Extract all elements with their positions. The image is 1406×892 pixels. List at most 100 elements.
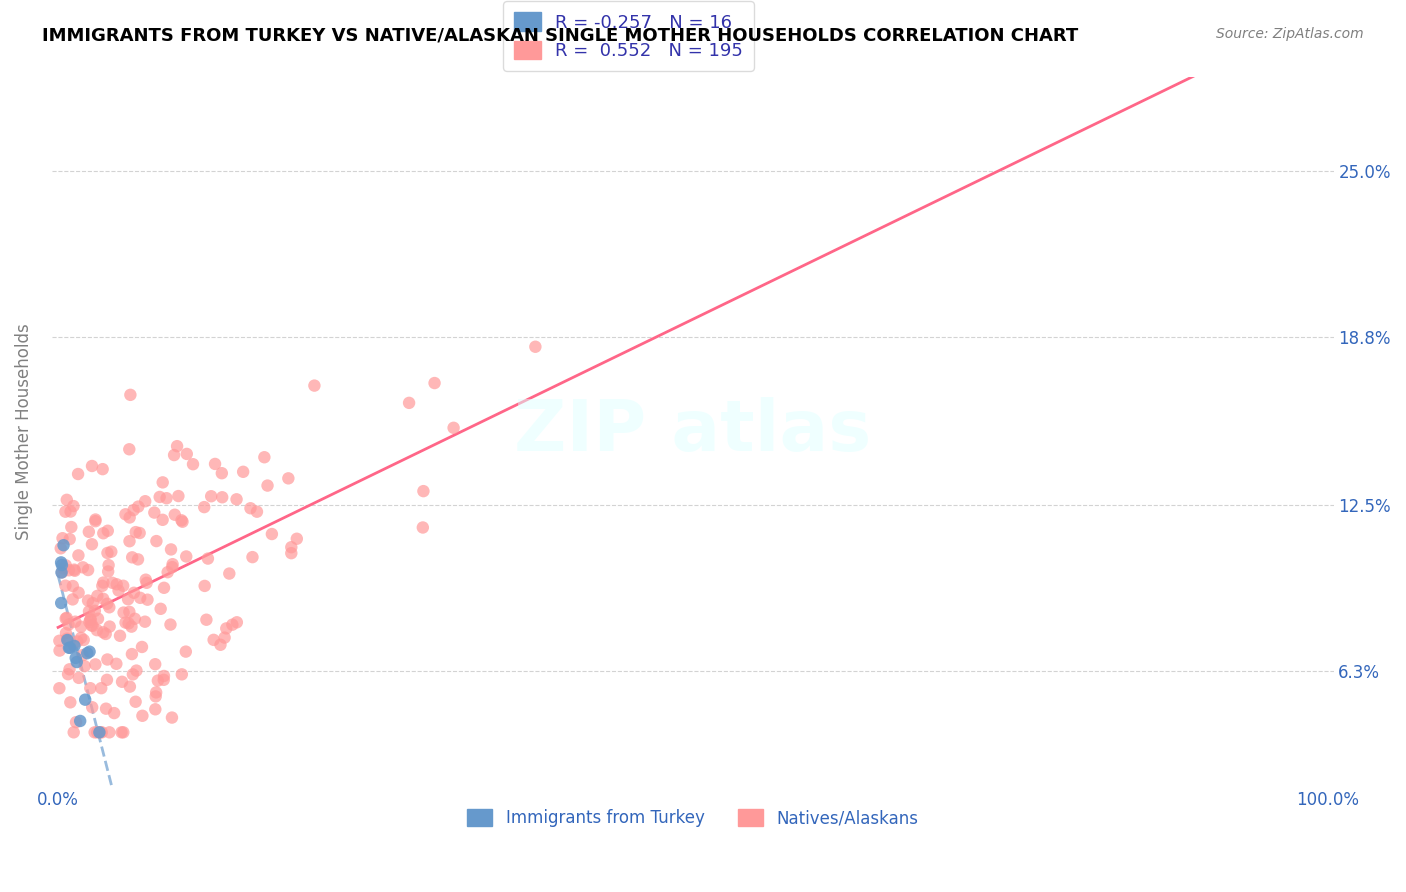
Point (129, 591, 152, 605)
Point (149, 602, 172, 616)
Point (63, 639, 86, 653)
Point (48, 643, 70, 657)
Point (118, 442, 141, 457)
Point (51, 531, 73, 545)
Point (91, 579, 114, 593)
Point (121, 620, 143, 634)
Point (152, 513, 174, 527)
Point (67, 549, 90, 563)
Point (77, 604, 100, 618)
Point (166, 439, 188, 453)
Point (163, 448, 186, 462)
Point (121, 550, 143, 565)
Point (122, 586, 145, 600)
Point (67, 467, 90, 481)
Point (108, 629, 131, 643)
Point (134, 615, 156, 629)
Point (49, 555, 72, 569)
Legend: Immigrants from Turkey, Natives/Alaskans: Immigrants from Turkey, Natives/Alaskans (461, 803, 925, 834)
Point (96, 652, 118, 666)
Point (112, 579, 135, 593)
Point (121, 667, 143, 681)
Point (63, 563, 86, 577)
Point (134, 494, 156, 508)
Point (202, 632, 225, 647)
Point (59, 504, 82, 518)
Point (124, 612, 146, 626)
Point (55, 626, 77, 640)
Point (204, 457, 226, 471)
Point (55, 505, 77, 519)
Point (84, 657, 107, 672)
Point (67, 671, 90, 685)
Point (135, 573, 157, 587)
Point (121, 647, 143, 661)
Point (524, 340, 547, 354)
Point (86, 623, 108, 637)
Point (221, 617, 243, 632)
Point (82, 700, 104, 714)
Point (90, 725, 112, 739)
Point (114, 615, 136, 630)
Point (239, 501, 262, 516)
Point (145, 690, 167, 704)
Point (62, 592, 84, 607)
Point (152, 475, 174, 490)
Point (69, 714, 91, 728)
Point (91, 462, 114, 476)
Point (65, 651, 87, 665)
Point (128, 526, 150, 541)
Point (94, 701, 117, 715)
Point (62, 725, 84, 739)
Point (89, 725, 111, 739)
Point (124, 695, 146, 709)
Point (51, 566, 73, 580)
Point (52, 561, 75, 575)
Point (86, 589, 108, 603)
Point (176, 447, 198, 461)
Point (58, 662, 80, 676)
Point (82, 619, 104, 633)
Point (91, 591, 114, 606)
Point (256, 478, 278, 492)
Point (170, 667, 193, 681)
Point (218, 566, 240, 581)
Point (118, 510, 141, 524)
Point (73, 632, 96, 647)
Point (153, 669, 176, 683)
Point (131, 708, 153, 723)
Point (163, 508, 186, 522)
Point (127, 500, 149, 514)
Point (90, 681, 112, 695)
Point (162, 560, 184, 574)
Point (194, 579, 217, 593)
Point (93, 575, 115, 590)
Point (135, 575, 157, 590)
Point (65, 615, 87, 629)
Point (110, 725, 132, 739)
Point (174, 549, 197, 564)
Point (253, 450, 276, 465)
Point (209, 638, 232, 652)
Point (76, 646, 98, 660)
Point (280, 540, 302, 554)
Point (127, 552, 149, 566)
Point (412, 484, 434, 499)
Point (112, 725, 135, 739)
Point (172, 515, 194, 529)
Point (62, 579, 84, 593)
Point (193, 500, 215, 515)
Point (162, 558, 184, 572)
Point (105, 577, 128, 591)
Point (156, 565, 179, 579)
Point (152, 673, 174, 687)
Point (145, 534, 167, 549)
Point (143, 506, 166, 520)
Point (112, 606, 135, 620)
Point (195, 613, 218, 627)
Point (174, 645, 197, 659)
Point (105, 657, 128, 671)
Point (143, 702, 166, 716)
Point (60, 520, 83, 534)
Point (117, 616, 139, 631)
